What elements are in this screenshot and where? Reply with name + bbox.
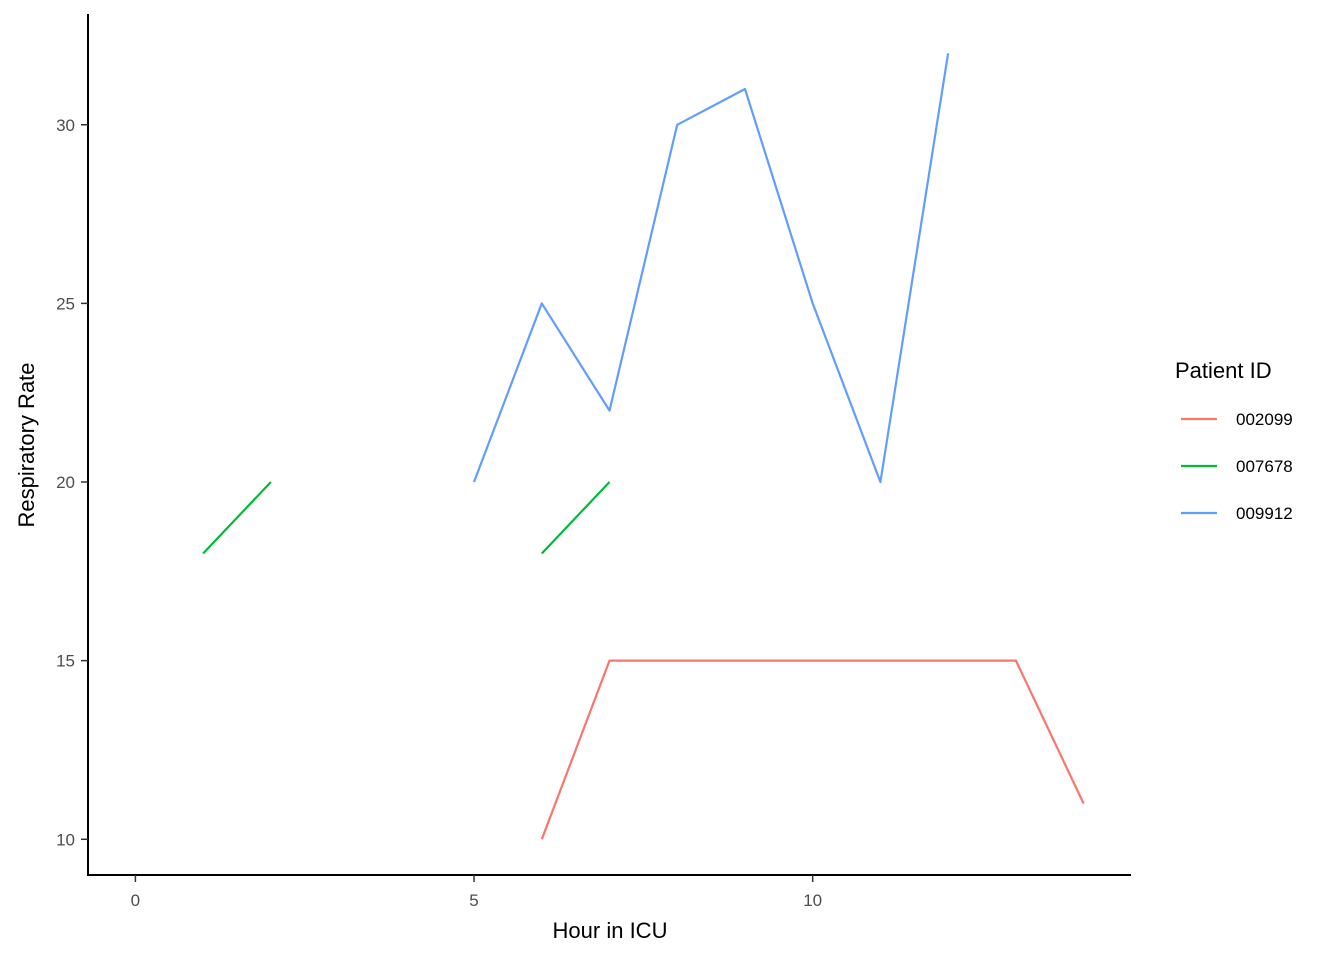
legend-label-002099: 002099 bbox=[1236, 410, 1293, 429]
legend-label-007678: 007678 bbox=[1236, 457, 1293, 476]
y-tick-label: 25 bbox=[56, 294, 75, 313]
legend: Patient ID 002099 007678 009912 bbox=[1175, 358, 1293, 523]
x-tick-label: 5 bbox=[469, 891, 478, 910]
y-axis-title: Respiratory Rate bbox=[14, 362, 39, 527]
x-axis-ticks: 0 5 10 bbox=[131, 875, 822, 910]
x-tick-label: 0 bbox=[131, 891, 140, 910]
x-axis-title: Hour in ICU bbox=[553, 918, 668, 943]
y-tick-label: 30 bbox=[56, 116, 75, 135]
y-tick-label: 15 bbox=[56, 652, 75, 671]
x-tick-label: 10 bbox=[803, 891, 822, 910]
legend-title: Patient ID bbox=[1175, 358, 1272, 383]
y-axis-ticks: 10 15 20 25 30 bbox=[56, 116, 88, 849]
y-tick-label: 20 bbox=[56, 473, 75, 492]
legend-items: 002099 007678 009912 bbox=[1181, 410, 1293, 523]
series-line-009912-segment-0 bbox=[472, 53, 950, 484]
legend-label-009912: 009912 bbox=[1236, 504, 1293, 523]
series-line-002099-segment-0 bbox=[540, 659, 1085, 840]
series-line-007678-segment-0 bbox=[202, 481, 272, 555]
series-line-007678-segment-1 bbox=[541, 481, 611, 555]
y-tick-label: 10 bbox=[56, 830, 75, 849]
series-lines bbox=[202, 53, 1085, 840]
